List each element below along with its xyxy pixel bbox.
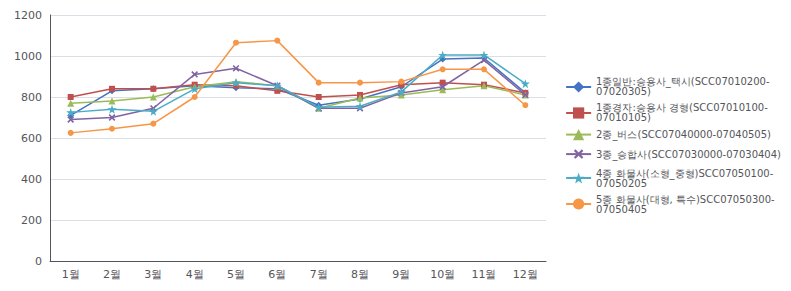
svg-text:2종_버스(SCC07040000-07040505): 2종_버스(SCC07040000-07040505) — [596, 129, 771, 141]
svg-text:1200: 1200 — [14, 9, 42, 22]
svg-text:3월: 3월 — [144, 268, 162, 281]
svg-text:07010105): 07010105) — [596, 112, 651, 123]
svg-text:07050405: 07050405 — [596, 204, 647, 215]
svg-text:12월: 12월 — [513, 268, 538, 281]
svg-text:1종일반:승용사_택시(SCC07010200-: 1종일반:승용사_택시(SCC07010200- — [596, 76, 770, 88]
svg-text:6월: 6월 — [268, 268, 286, 281]
svg-text:5월: 5월 — [227, 268, 245, 281]
svg-text:0: 0 — [35, 255, 42, 268]
svg-text:07050205: 07050205 — [596, 178, 647, 189]
svg-text:2월: 2월 — [103, 268, 121, 281]
svg-text:1000: 1000 — [14, 50, 42, 63]
svg-text:7월: 7월 — [310, 268, 328, 281]
svg-text:400: 400 — [21, 173, 42, 186]
svg-text:07020305): 07020305) — [596, 86, 651, 97]
svg-text:3종_승합사(SCC07030000-07030404): 3종_승합사(SCC07030000-07030404) — [596, 149, 781, 161]
svg-text:8월: 8월 — [351, 268, 369, 281]
svg-text:200: 200 — [21, 214, 42, 227]
svg-text:4월: 4월 — [186, 268, 204, 281]
svg-text:9월: 9월 — [392, 268, 410, 281]
svg-text:11월: 11월 — [472, 268, 497, 281]
svg-text:1종경자:승용사 경형(SCC07010100-: 1종경자:승용사 경형(SCC07010100- — [596, 102, 768, 114]
svg-text:800: 800 — [21, 91, 42, 104]
svg-text:10월: 10월 — [430, 268, 455, 281]
svg-text:1월: 1월 — [62, 268, 80, 281]
svg-text:5종 화물사(대형, 특수)SCC07050300-: 5종 화물사(대형, 특수)SCC07050300- — [596, 193, 775, 205]
svg-text:4종 화물사(소형_중형)SCC07050100-: 4종 화물사(소형_중형)SCC07050100- — [596, 167, 774, 179]
svg-text:600: 600 — [21, 132, 42, 145]
